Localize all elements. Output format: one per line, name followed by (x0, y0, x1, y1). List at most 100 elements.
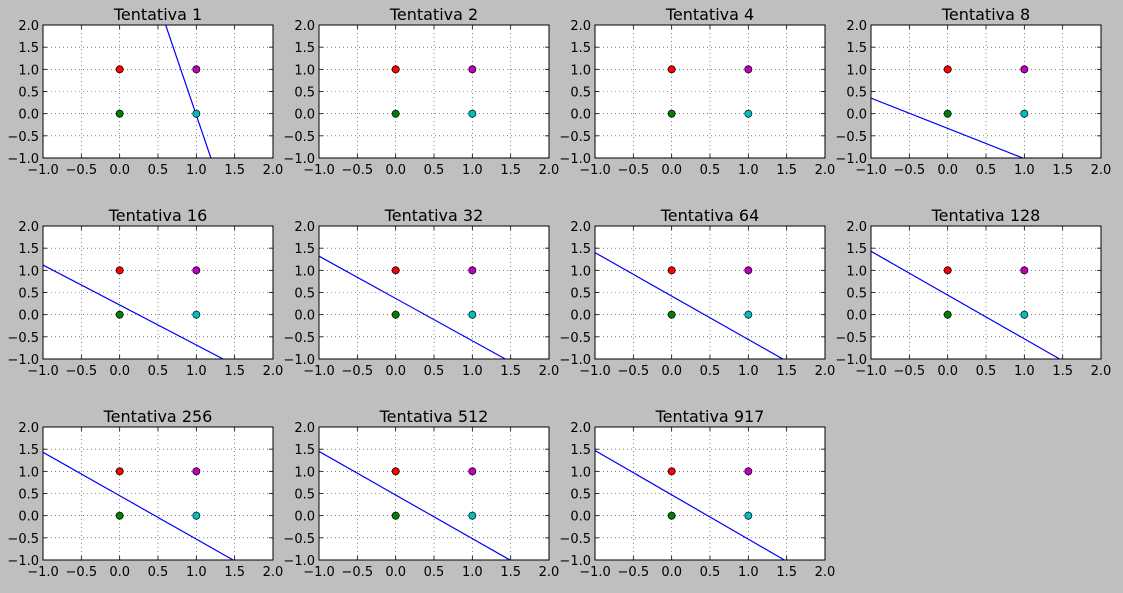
data-point (115, 310, 124, 319)
data-point (391, 65, 400, 74)
data-point (391, 511, 400, 520)
data-point (943, 109, 952, 118)
data-point (468, 467, 477, 476)
data-point (744, 109, 753, 118)
subplot-6: −1.0 −0.5 0.0 0.5 1.0 1.5 2.0 −1.0 −0.5 0.0 0.5 1.0… (283, 206, 559, 379)
x-tick-label: 0.0 (109, 163, 130, 178)
subplot-5: −1.0 −0.5 0.0 0.5 1.0 1.5 2.0 −1.0 −0.5 0.0 0.5 1.0… (7, 206, 283, 379)
x-tick-label: −0.5 (894, 364, 926, 379)
data-point (192, 266, 201, 275)
x-tick-label: 1.0 (738, 565, 759, 580)
plot-area (43, 226, 273, 359)
decision-line (319, 450, 511, 560)
x-tick-label: 1.5 (1052, 364, 1073, 379)
y-tick-label: −0.5 (283, 532, 315, 547)
x-tick-label: 2.0 (263, 364, 284, 379)
decision-line (319, 255, 506, 359)
x-tick-label: 1.5 (500, 364, 521, 379)
decision-line (43, 451, 234, 560)
x-tick-label: 0.5 (700, 163, 721, 178)
y-tick-label: 1.5 (294, 443, 315, 458)
y-tick-label: −0.5 (7, 130, 39, 145)
y-tick-label: 0.0 (570, 510, 591, 525)
data-point (667, 511, 676, 520)
x-tick-label: 1.0 (738, 364, 759, 379)
data-point (468, 266, 477, 275)
y-tick-label: 0.5 (294, 287, 315, 302)
y-tick-label: 1.5 (18, 41, 39, 56)
data-point (667, 109, 676, 118)
x-tick-label: 0.5 (148, 565, 169, 580)
x-tick-label: 0.0 (661, 163, 682, 178)
y-tick-label: −0.5 (559, 532, 591, 547)
y-tick-label: 0.5 (18, 86, 39, 101)
plot-area (319, 226, 549, 359)
x-tick-label: −0.5 (66, 163, 98, 178)
x-tick-label: 0.5 (424, 163, 445, 178)
y-tick-label: 1.5 (18, 242, 39, 257)
x-tick-label: −1.0 (579, 364, 611, 379)
y-tick-label: −1.0 (283, 152, 315, 167)
decision-line (43, 264, 224, 359)
y-tick-label: 0.0 (570, 309, 591, 324)
data-point (744, 511, 753, 520)
y-tick-label: 2.0 (570, 19, 591, 34)
subplot-title: Tentativa 512 (379, 407, 489, 426)
y-tick-label: 0.0 (294, 108, 315, 123)
x-tick-label: 2.0 (1091, 364, 1112, 379)
subplot-10: −1.0 −0.5 0.0 0.5 1.0 1.5 2.0 −1.0 −0.5 0.0 0.5 1.0… (283, 407, 559, 580)
x-tick-label: 0.0 (109, 364, 130, 379)
y-tick-label: 1.5 (846, 41, 867, 56)
y-tick-label: 2.0 (18, 220, 39, 235)
y-tick-label: 1.0 (570, 63, 591, 78)
y-tick-label: 0.0 (294, 309, 315, 324)
x-tick-label: 2.0 (815, 364, 836, 379)
data-point (391, 310, 400, 319)
y-tick-label: 0.5 (570, 287, 591, 302)
y-tick-label: 0.0 (18, 510, 39, 525)
x-tick-label: 0.5 (424, 565, 445, 580)
y-tick-label: −1.0 (559, 353, 591, 368)
x-tick-label: 0.5 (700, 364, 721, 379)
y-tick-label: 0.0 (846, 309, 867, 324)
subplot-title: Tentativa 32 (384, 206, 484, 225)
data-point (1020, 310, 1029, 319)
x-tick-label: 2.0 (263, 163, 284, 178)
subplot-title: Tentativa 2 (389, 5, 478, 24)
subplot-4: −1.0 −0.5 0.0 0.5 1.0 1.5 2.0 −1.0 −0.5 0.0 0.5 1.0… (835, 5, 1111, 178)
x-tick-label: −0.5 (342, 565, 374, 580)
x-tick-label: 0.5 (976, 364, 997, 379)
plot-area (595, 226, 825, 359)
plot-area (595, 25, 825, 158)
x-tick-label: −0.5 (618, 163, 650, 178)
x-tick-label: −0.5 (894, 163, 926, 178)
x-tick-label: −1.0 (27, 364, 59, 379)
decision-line (165, 25, 212, 158)
x-tick-label: 1.0 (462, 565, 483, 580)
y-tick-label: −0.5 (835, 130, 867, 145)
data-point (468, 310, 477, 319)
subplot-title: Tentativa 16 (108, 206, 208, 225)
plot-area (319, 25, 549, 158)
y-tick-label: −0.5 (559, 130, 591, 145)
y-tick-label: 0.5 (18, 488, 39, 503)
subplot-title: Tentativa 8 (941, 5, 1030, 24)
data-point (115, 511, 124, 520)
y-tick-label: 1.0 (846, 264, 867, 279)
x-tick-label: 0.0 (385, 565, 406, 580)
x-tick-label: 2.0 (539, 565, 560, 580)
data-point (943, 266, 952, 275)
y-tick-label: −1.0 (835, 353, 867, 368)
y-tick-label: 0.5 (18, 287, 39, 302)
plot-area (43, 25, 273, 158)
data-point (943, 310, 952, 319)
decision-line (595, 449, 785, 560)
y-tick-label: 0.5 (570, 488, 591, 503)
subplot-grid: −1.0 −0.5 0.0 0.5 1.0 1.5 2.0−1.0−0.50.00.51.0… (7, 5, 1111, 580)
subplot-title: Tentativa 128 (931, 206, 1041, 225)
x-tick-label: 1.0 (186, 565, 207, 580)
data-point (943, 65, 952, 74)
y-tick-label: 2.0 (18, 19, 39, 34)
x-tick-label: 1.0 (462, 364, 483, 379)
